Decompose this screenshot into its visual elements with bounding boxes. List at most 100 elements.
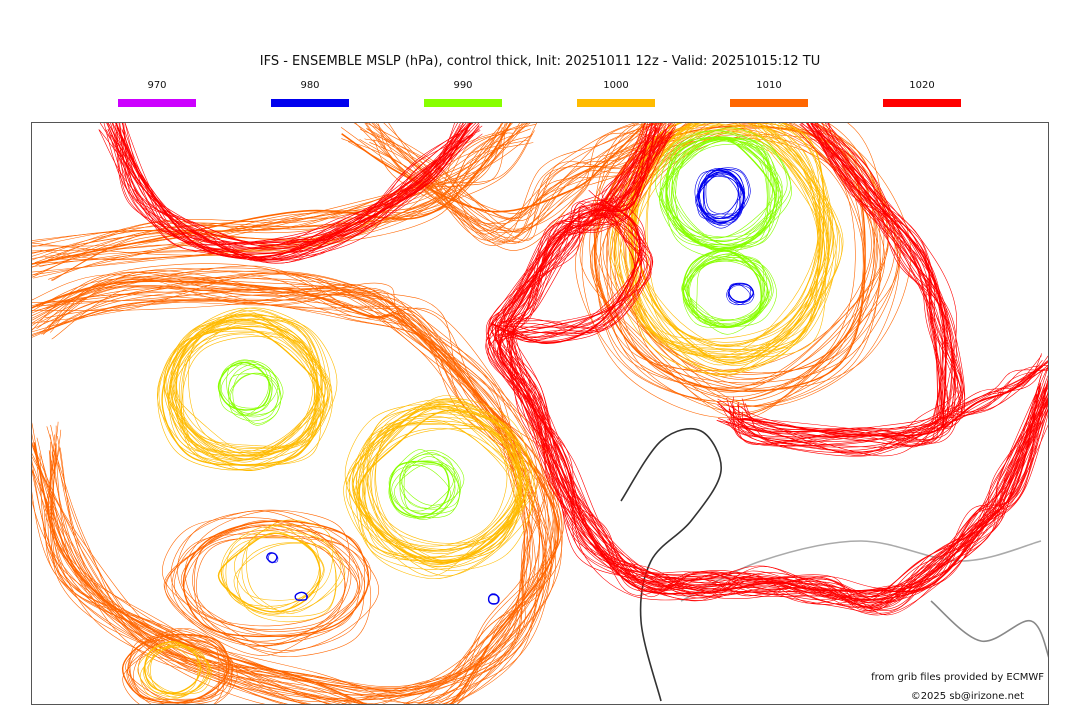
- isobar-1010: [380, 123, 656, 242]
- isobar-1010: [166, 529, 363, 647]
- isobar-1010: [32, 272, 556, 704]
- isobar-1020: [939, 369, 1048, 414]
- isobar-1010: [598, 127, 881, 407]
- isobar-1020: [728, 123, 952, 443]
- isobar-1010: [32, 298, 541, 689]
- isobar-980: [699, 169, 746, 219]
- isobar-1000: [356, 428, 536, 577]
- isobar-1000: [630, 130, 834, 343]
- isobar-980: [698, 171, 744, 222]
- isobar-990: [686, 256, 769, 329]
- isobar-1010: [375, 123, 644, 241]
- isobar-1000: [237, 542, 337, 623]
- isobar-1020: [717, 127, 945, 446]
- isobar-1010: [365, 123, 662, 232]
- isobar-990: [226, 360, 279, 409]
- isobar-1000: [628, 123, 834, 352]
- isobar-980: [488, 593, 499, 604]
- isobar-1000: [348, 417, 518, 559]
- isobar-1000: [220, 525, 320, 615]
- isobar-1010: [51, 126, 503, 282]
- legend-label: 1000: [603, 80, 629, 91]
- isobar-1010: [127, 639, 220, 704]
- isobar-1020: [717, 132, 949, 447]
- isobar-1000: [163, 307, 316, 447]
- isobar-1020: [504, 123, 1048, 601]
- isobar-1010: [32, 275, 540, 704]
- isobar-1010: [122, 645, 225, 704]
- isobar-1020: [107, 123, 458, 245]
- isobar-1020: [124, 123, 461, 264]
- isobar-1000: [234, 519, 334, 601]
- isobar-1010: [180, 524, 360, 637]
- isobar-1000: [176, 322, 317, 450]
- pressure-map[interactable]: [31, 122, 1049, 705]
- isobar-1020: [492, 207, 653, 342]
- isobar-1020: [119, 123, 480, 246]
- isobar-1010: [631, 123, 912, 391]
- isobar-1000: [170, 319, 323, 460]
- legend-1020: 1020: [883, 80, 961, 107]
- isobar-990: [388, 449, 454, 512]
- isobar-1020: [509, 124, 1048, 598]
- isobar-1020: [488, 126, 1048, 610]
- isobar-1000: [168, 318, 328, 472]
- isobar-1000: [174, 314, 327, 456]
- isobar-1020: [496, 206, 644, 329]
- isobar-980: [726, 284, 751, 306]
- isobar-1020: [107, 123, 471, 259]
- isobar-1000: [225, 530, 324, 609]
- isobar-1020: [934, 362, 1048, 421]
- isobar-1010: [33, 123, 508, 279]
- legend-swatch: [730, 99, 808, 107]
- isobar-990: [672, 138, 792, 247]
- legend-swatch: [118, 99, 196, 107]
- isobar-990: [232, 367, 284, 416]
- isobar-1010: [32, 123, 536, 267]
- isobar-980: [705, 167, 751, 215]
- isobar-1010: [125, 628, 234, 701]
- coastline: [930, 600, 1048, 658]
- isobar-1000: [137, 643, 199, 698]
- isobar-1000: [631, 123, 840, 347]
- isobar-980: [696, 170, 739, 220]
- isobar-1020: [115, 123, 465, 258]
- isobar-990: [389, 460, 450, 518]
- isobar-1010: [32, 271, 560, 690]
- isobar-990: [674, 138, 792, 246]
- isobar-1020: [497, 126, 1048, 601]
- legend-swatch: [424, 99, 502, 107]
- isobar-1000: [143, 646, 209, 698]
- isobar-980: [695, 175, 745, 225]
- isobar-1010: [36, 287, 549, 704]
- legend-swatch: [577, 99, 655, 107]
- isobar-990: [687, 260, 772, 328]
- isobar-980: [268, 552, 279, 563]
- isobar-990: [403, 460, 460, 515]
- isobar-1020: [488, 136, 1046, 598]
- isobar-990: [229, 372, 282, 426]
- isobar-1010: [341, 123, 662, 251]
- isobar-980: [697, 167, 743, 220]
- isobar-990: [228, 373, 279, 422]
- isobar-1020: [106, 125, 483, 255]
- isobar-990: [682, 247, 765, 322]
- isobar-990: [668, 127, 788, 242]
- isobar-1010: [353, 123, 662, 243]
- isobar-1000: [344, 404, 508, 547]
- isobar-1000: [355, 424, 519, 570]
- isobar-1020: [121, 123, 455, 260]
- isobar-990: [393, 463, 461, 519]
- isobar-1010: [129, 634, 228, 704]
- isobar-980: [727, 285, 755, 305]
- isobar-1020: [485, 136, 1048, 592]
- isobar-990: [219, 364, 273, 416]
- legend-1000: 1000: [577, 80, 655, 107]
- isobar-1010: [48, 123, 508, 260]
- isobar-1000: [348, 406, 525, 565]
- isobar-1000: [366, 408, 529, 544]
- isobar-990: [660, 143, 771, 251]
- isobar-1010: [32, 265, 555, 704]
- source-credit: from grib files provided by ECMWF: [871, 672, 1044, 683]
- isobar-1000: [369, 395, 520, 546]
